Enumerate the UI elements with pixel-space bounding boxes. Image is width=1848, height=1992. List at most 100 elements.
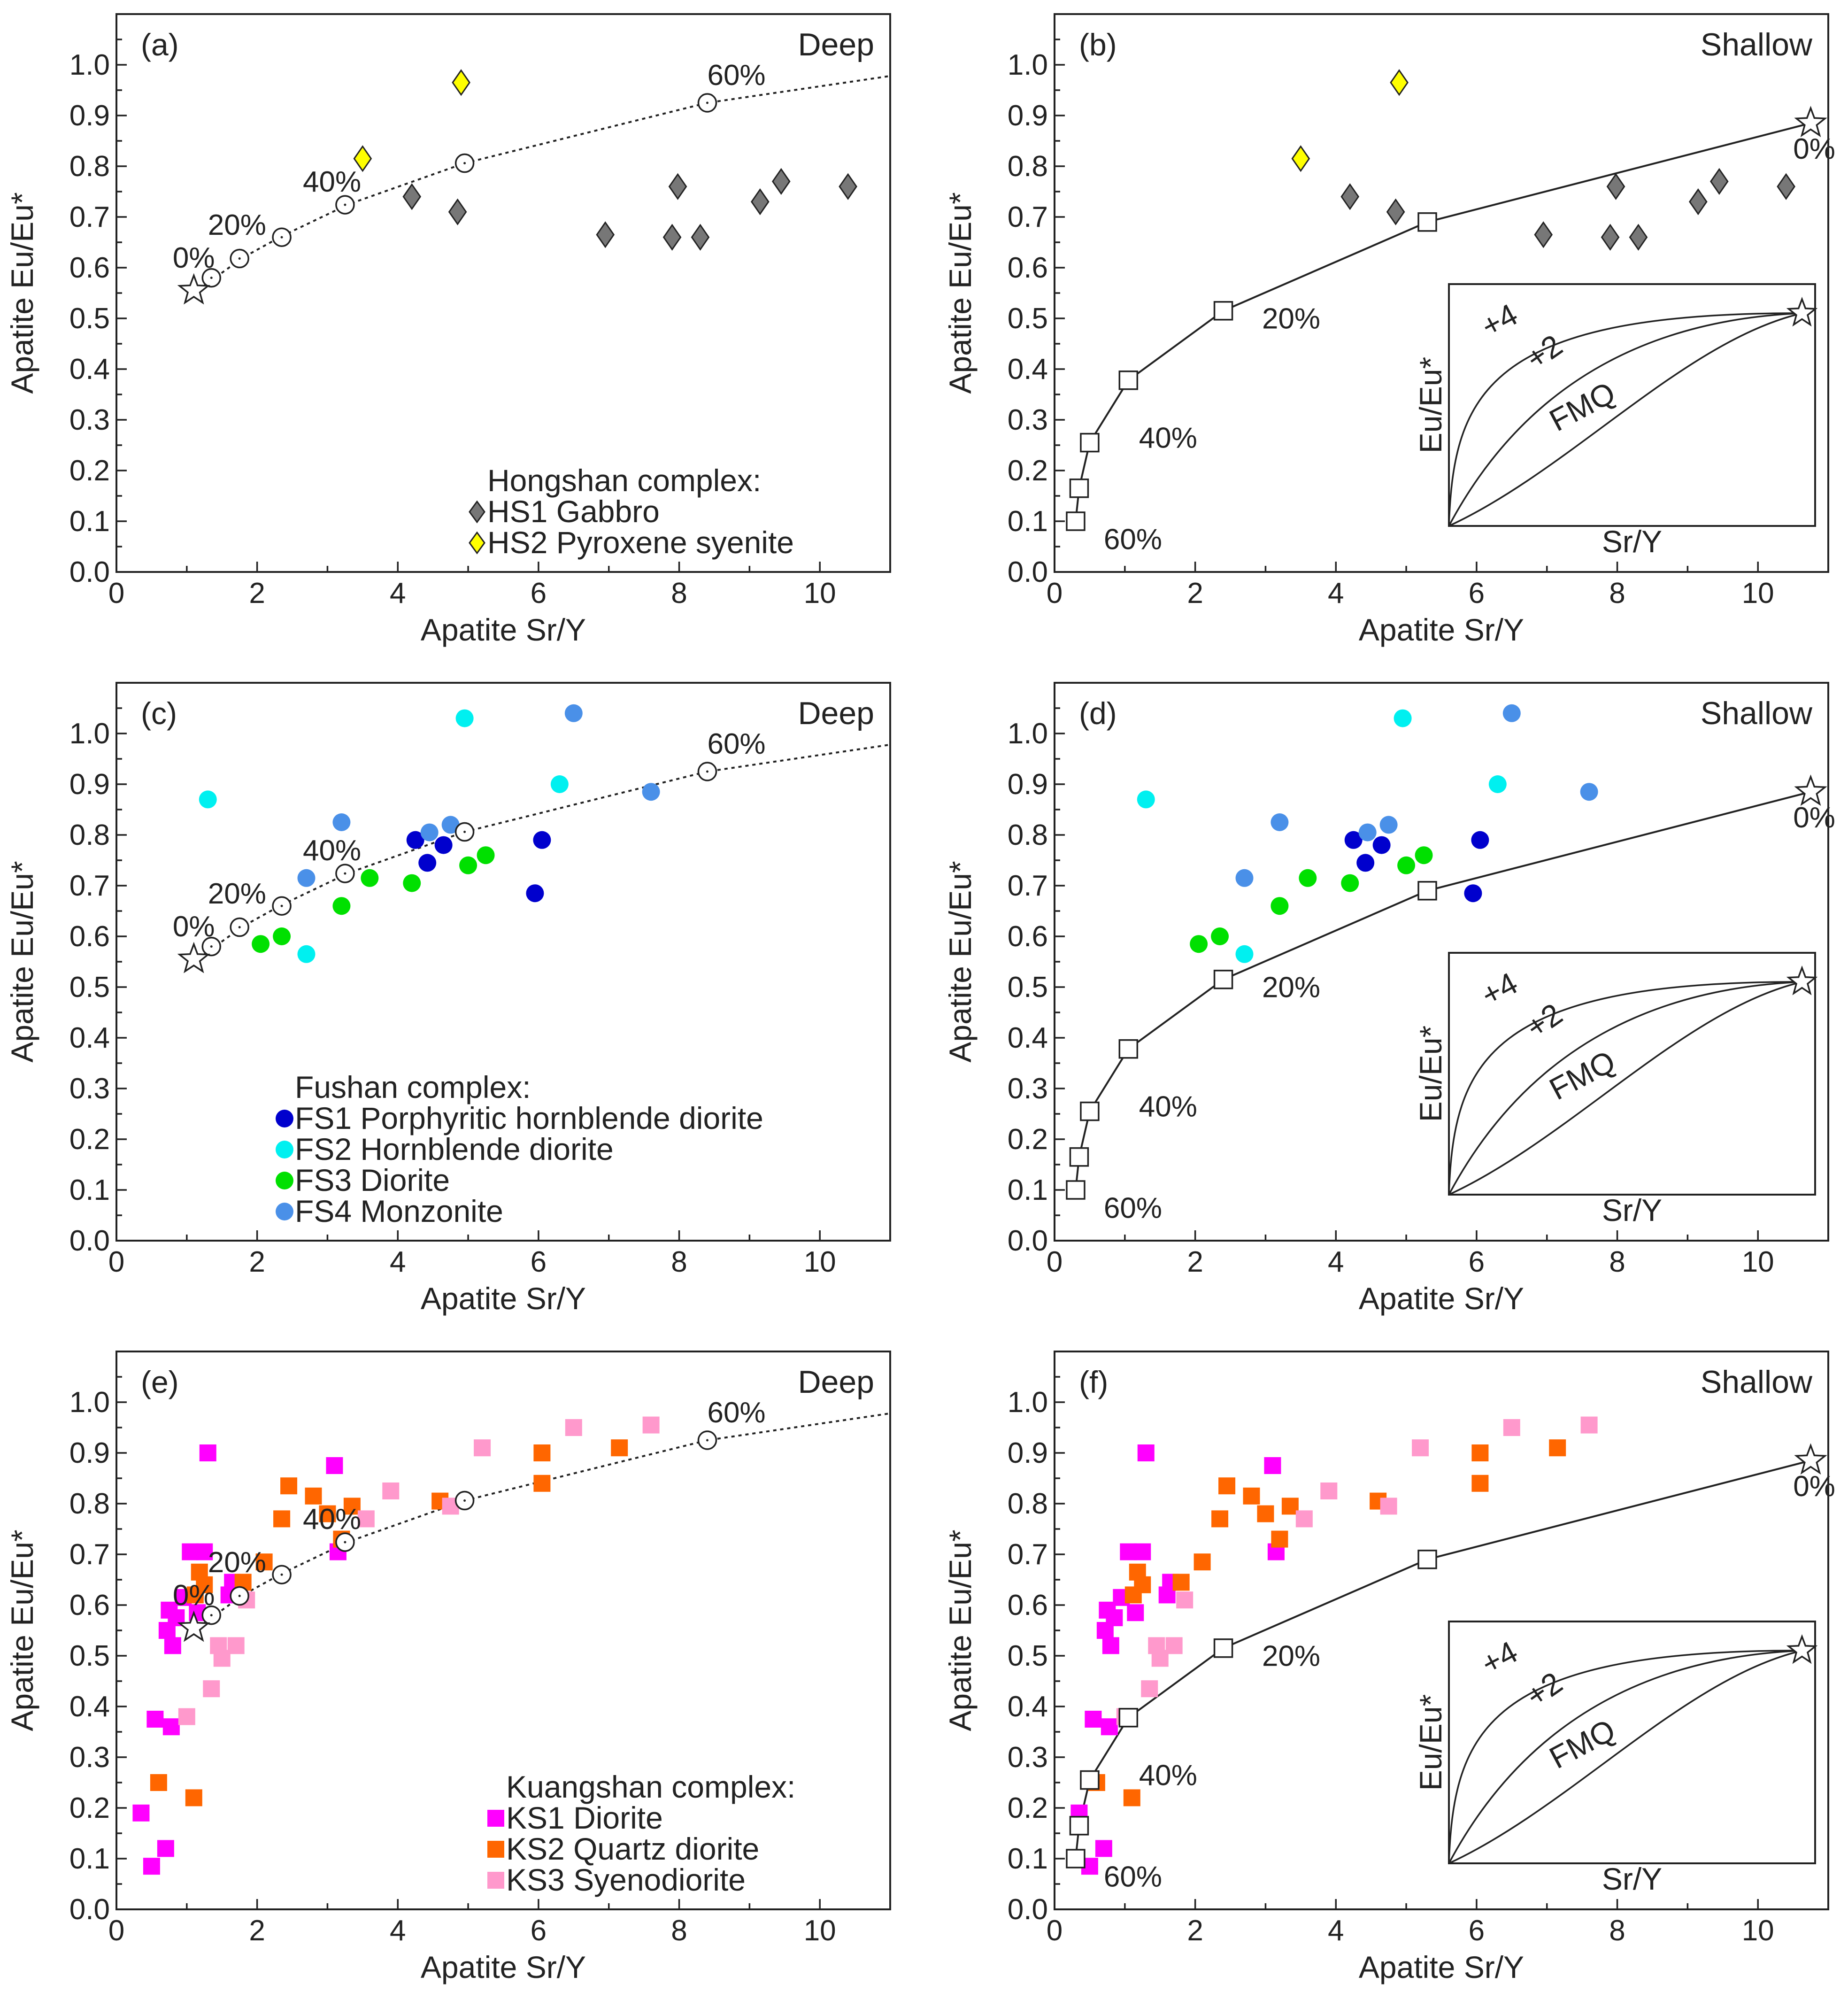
square-point	[280, 1477, 298, 1495]
y-tick-label: 0.8	[69, 150, 110, 183]
x-tick-label: 2	[1187, 1246, 1203, 1278]
x-tick-label: 6	[1469, 577, 1485, 610]
x-axis-title: Apatite Sr/Y	[421, 1950, 586, 1984]
x-tick-label: 2	[249, 1915, 265, 1947]
legend: Fushan complex:FS1 Porphyritic hornblend…	[276, 1070, 763, 1228]
diamond-point	[596, 221, 615, 248]
percent-label: 40%	[1139, 1090, 1197, 1123]
square-point	[196, 1576, 213, 1593]
y-tick-label: 0.2	[69, 455, 110, 487]
circle-point	[1415, 846, 1433, 865]
inset-x-label: Sr/Y	[1602, 524, 1662, 559]
model-step-square	[1066, 511, 1086, 531]
diamond-point	[448, 198, 467, 225]
square-point	[1095, 1840, 1112, 1857]
y-tick-label: 0.3	[69, 404, 110, 436]
model-step-square	[1213, 301, 1233, 321]
circle-point	[403, 874, 421, 892]
legend-marker	[487, 1810, 504, 1827]
model-step-dot	[210, 945, 213, 948]
circle-point	[1270, 813, 1289, 831]
legend-marker	[469, 531, 485, 555]
y-tick-label: 0.5	[69, 302, 110, 335]
legend-entry: HS1 Gabbro	[487, 494, 660, 529]
diamond-point	[1709, 168, 1729, 195]
y-tick-label: 0.5	[1008, 1640, 1048, 1672]
y-tick-label: 0.4	[69, 1022, 110, 1054]
square-point	[178, 1708, 195, 1725]
y-tick-label: 0.8	[69, 1488, 110, 1520]
panel-f: 0 2 4 6 8 10 0.0 0.1 0.2 0.3 0.4 0.5 0.6 0.7 0.8 0.9 1.0…	[943, 1351, 1835, 1984]
circle-point	[1356, 854, 1375, 872]
y-tick-label: 0.9	[69, 100, 110, 132]
x-tick-label: 10	[1742, 1246, 1774, 1278]
y-axis-title: Apatite Eu/Eu*	[5, 1529, 39, 1731]
y-tick-label: 0.4	[1008, 1022, 1048, 1054]
inset-y-label: Eu/Eu*	[1413, 1026, 1448, 1122]
model-step-square	[1417, 212, 1437, 232]
panel-tag: Deep	[798, 27, 874, 62]
square-point	[1141, 1680, 1158, 1698]
legend-marker	[276, 1203, 293, 1220]
x-tick-label: 4	[390, 1915, 406, 1947]
model-step-square	[1069, 1816, 1089, 1836]
y-tick-label: 0.2	[69, 1123, 110, 1156]
data-points	[1291, 69, 1795, 251]
circle-point	[564, 704, 583, 722]
y-tick-label: 0.7	[69, 1538, 110, 1571]
circle-point	[418, 854, 437, 872]
x-tick-label: 6	[531, 1915, 547, 1947]
y-tick-label: 0.9	[69, 768, 110, 801]
x-tick-label: 8	[1609, 1915, 1625, 1947]
circle-point	[297, 869, 316, 887]
panel-e: 0 2 4 6 8 10 0.0 0.1 0.2 0.3 0.4 0.5 0.6 0.7 0.8 0.9 1.0…	[5, 1351, 891, 1984]
y-tick-label: 0.7	[1008, 201, 1048, 233]
square-point	[1471, 1475, 1489, 1492]
y-tick-label: 0.2	[1008, 455, 1048, 487]
percent-label: 20%	[208, 878, 266, 910]
square-point	[185, 1789, 202, 1807]
legend-entry: FS4 Monzonite	[295, 1194, 503, 1228]
model-step-square	[1080, 1101, 1100, 1121]
percent-label: 60%	[707, 1397, 765, 1429]
y-tick-label: 0.0	[69, 1893, 110, 1926]
x-tick-label: 0	[1047, 577, 1063, 610]
circle-point	[526, 884, 544, 903]
legend-title: Hongshan complex:	[487, 463, 761, 498]
circle-point	[1358, 823, 1377, 842]
model-step-square	[1066, 1180, 1086, 1200]
x-tick-label: 4	[1328, 1246, 1344, 1278]
x-tick-label: 6	[1469, 1915, 1485, 1947]
inset-y-label: Eu/Eu*	[1413, 1694, 1448, 1791]
square-point	[1471, 1444, 1489, 1461]
y-tick-label: 0.1	[69, 505, 110, 538]
circle-point	[477, 846, 495, 865]
y-tick-label: 0.7	[69, 201, 110, 233]
diamond-point	[662, 224, 682, 251]
legend-marker	[276, 1141, 293, 1158]
diamond-point	[1629, 224, 1648, 251]
panel-a: 0 2 4 6 8 10 0.0 0.1 0.2 0.3 0.4 0.5 0.6 0.7 0.8 0.9 1.0…	[5, 13, 891, 647]
diamond-point	[1777, 173, 1795, 200]
circle-point	[273, 927, 291, 945]
square-point	[1320, 1482, 1338, 1499]
model-step-square	[1118, 1708, 1139, 1728]
panel-letter: (b)	[1079, 27, 1117, 62]
y-tick-label: 0.7	[69, 870, 110, 902]
square-point	[1101, 1718, 1118, 1736]
square-point	[565, 1419, 582, 1436]
circle-point	[1344, 831, 1363, 849]
inset-star-marker	[1786, 965, 1818, 996]
x-tick-label: 0	[1047, 1246, 1063, 1278]
y-tick-label: 0.3	[69, 1741, 110, 1774]
x-tick-label: 4	[390, 1246, 406, 1278]
circle-point	[1397, 856, 1416, 874]
legend-marker	[276, 1172, 293, 1189]
diamond-point	[452, 69, 470, 96]
circle-point	[1341, 874, 1359, 892]
percent-label: 0%	[1793, 802, 1835, 834]
square-point	[1380, 1498, 1397, 1515]
model-step-dot	[344, 203, 346, 206]
